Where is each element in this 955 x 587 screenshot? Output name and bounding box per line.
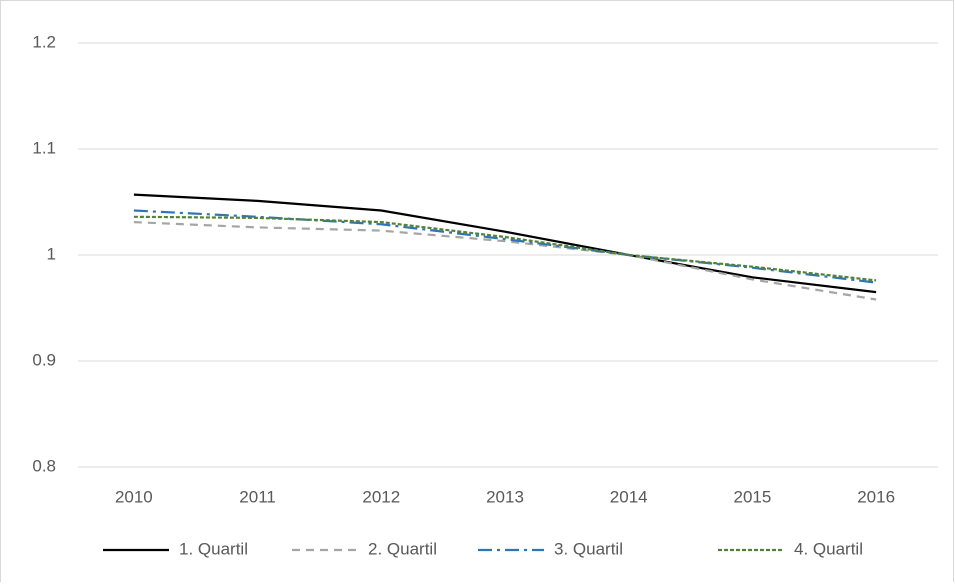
x-tick-label: 2013 [486, 487, 524, 506]
y-tick-label: 0.8 [32, 456, 56, 475]
y-tick-label: 1.1 [32, 138, 56, 157]
x-tick-label: 2014 [610, 487, 648, 506]
x-tick-label: 2015 [734, 487, 772, 506]
y-tick-label: 1 [47, 244, 56, 263]
x-tick-label: 2010 [115, 487, 153, 506]
data-line [133, 215, 877, 282]
data-line [133, 193, 877, 294]
legend-label: 3. Quartil [554, 539, 623, 558]
x-tick-label: 2016 [857, 487, 895, 506]
legend-label: 4. Quartil [794, 539, 863, 558]
y-tick-label: 0.9 [32, 350, 56, 369]
y-tick-label: 1.2 [32, 32, 56, 51]
x-tick-label: 2012 [362, 487, 400, 506]
legend-label: 1. Quartil [179, 539, 248, 558]
legend-label: 2. Quartil [368, 539, 437, 558]
data-line [133, 221, 877, 301]
x-tick-label: 2011 [239, 487, 276, 506]
